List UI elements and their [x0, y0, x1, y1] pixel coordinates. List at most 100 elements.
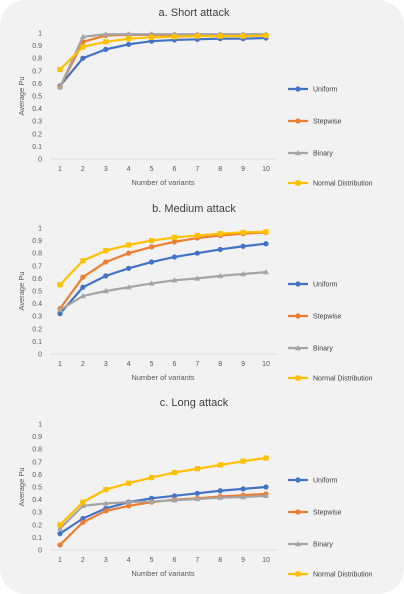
data-point: [103, 248, 109, 254]
data-point: [80, 519, 86, 525]
legend-label: Uniform: [313, 87, 338, 94]
series-line: [58, 456, 268, 526]
data-point: [171, 254, 178, 260]
data-point: [240, 229, 246, 236]
legend-label: Binary: [313, 542, 333, 549]
x-tick-label: 9: [241, 361, 245, 368]
data-point: [171, 497, 178, 503]
data-point: [126, 480, 132, 486]
y-axis-label: Average Pu: [17, 271, 26, 310]
data-point: [148, 238, 155, 244]
y-tick-label: 0.5: [32, 94, 42, 101]
data-point: [263, 269, 269, 275]
legend-label: Stepwise: [313, 510, 342, 517]
data-point: [217, 462, 223, 468]
legend-label: Binary: [313, 346, 333, 353]
x-tick-label: 6: [172, 557, 176, 564]
data-point: [103, 39, 109, 45]
y-tick-label: 0.8: [32, 56, 42, 63]
data-point: [125, 31, 132, 37]
data-point: [148, 495, 155, 501]
data-point: [103, 273, 109, 279]
data-point: [57, 311, 63, 317]
data-point: [194, 250, 200, 256]
x-tick-label: 2: [81, 166, 85, 173]
x-tick-label: 3: [104, 166, 108, 173]
data-point: [102, 31, 109, 37]
series-line: [58, 36, 268, 88]
x-tick-label: 3: [104, 557, 108, 564]
data-point: [194, 232, 200, 239]
data-point: [126, 250, 132, 256]
x-tick-label: 7: [195, 166, 199, 173]
x-tick-label: 7: [195, 361, 199, 368]
data-point: [103, 259, 109, 265]
data-point: [240, 486, 246, 492]
data-point: [240, 458, 246, 464]
legend-marker: [295, 509, 301, 515]
legend-marker: [295, 118, 301, 124]
data-point: [240, 270, 247, 277]
data-point: [171, 239, 178, 245]
data-point: [103, 46, 109, 52]
data-point: [126, 36, 132, 42]
legend-marker: [295, 281, 301, 287]
data-point: [126, 265, 132, 271]
data-point: [79, 33, 86, 39]
y-tick-label: 0.9: [32, 238, 42, 245]
data-point: [103, 486, 109, 493]
data-point: [102, 500, 109, 506]
legend-label: Stepwise: [313, 119, 342, 126]
legend-label: Binary: [313, 151, 333, 158]
data-point: [194, 495, 201, 502]
data-point: [126, 242, 132, 248]
data-point: [171, 277, 178, 283]
data-point: [125, 284, 132, 290]
x-tick-label: 5: [150, 166, 154, 173]
chart-2: b. Medium attack 0 0.1 0.2 0.3 0.4 0.5 0.6 0.7 0.…: [17, 203, 373, 383]
chart-title: c. Long attack: [160, 397, 229, 409]
data-point: [80, 274, 86, 280]
legend-marker: [295, 571, 301, 577]
y-tick-label: 0.3: [32, 510, 42, 517]
data-point: [217, 488, 223, 494]
legend-marker: [295, 180, 301, 186]
x-axis-label: Number of variants: [131, 569, 195, 578]
legend-marker: [295, 150, 301, 156]
x-tick-label: 3: [104, 361, 108, 368]
data-point: [240, 494, 247, 500]
data-point: [217, 33, 223, 39]
y-tick-label: 0.8: [32, 251, 42, 258]
x-tick-label: 10: [262, 166, 270, 173]
series-line: [58, 230, 268, 286]
x-tick-label: 6: [172, 166, 176, 173]
data-point: [80, 55, 86, 61]
data-point: [194, 275, 201, 281]
legend-marker: [295, 541, 301, 547]
data-point: [125, 499, 132, 505]
chart-title: a. Short attack: [159, 7, 230, 19]
chart-3: c. Long attack 0 0.1 0.2 0.3 0.4 0.5 0.6 0.7 0.8 0…: [17, 397, 373, 579]
legend-marker: [295, 345, 301, 351]
y-tick-label: 1: [38, 226, 42, 233]
y-tick-label: 0.6: [32, 81, 42, 88]
x-tick-label: 9: [241, 166, 245, 173]
data-point: [263, 32, 269, 39]
y-tick-label: 0.4: [32, 106, 42, 113]
y-tick-label: 0: [38, 548, 42, 555]
x-tick-label: 1: [58, 166, 62, 173]
legend-label: Normal Distribution: [313, 376, 373, 383]
legend-label: Normal Distribution: [313, 181, 373, 188]
series-line: [58, 242, 268, 315]
data-point: [240, 33, 246, 39]
series-line: [58, 271, 268, 311]
data-point: [263, 484, 269, 490]
x-tick-label: 8: [218, 361, 222, 368]
data-point: [171, 469, 178, 476]
data-point: [80, 258, 86, 264]
y-tick-label: 0.7: [32, 263, 42, 270]
data-point: [80, 284, 86, 290]
data-point: [263, 229, 269, 235]
data-point: [57, 84, 63, 90]
legend-label: Uniform: [313, 478, 338, 485]
